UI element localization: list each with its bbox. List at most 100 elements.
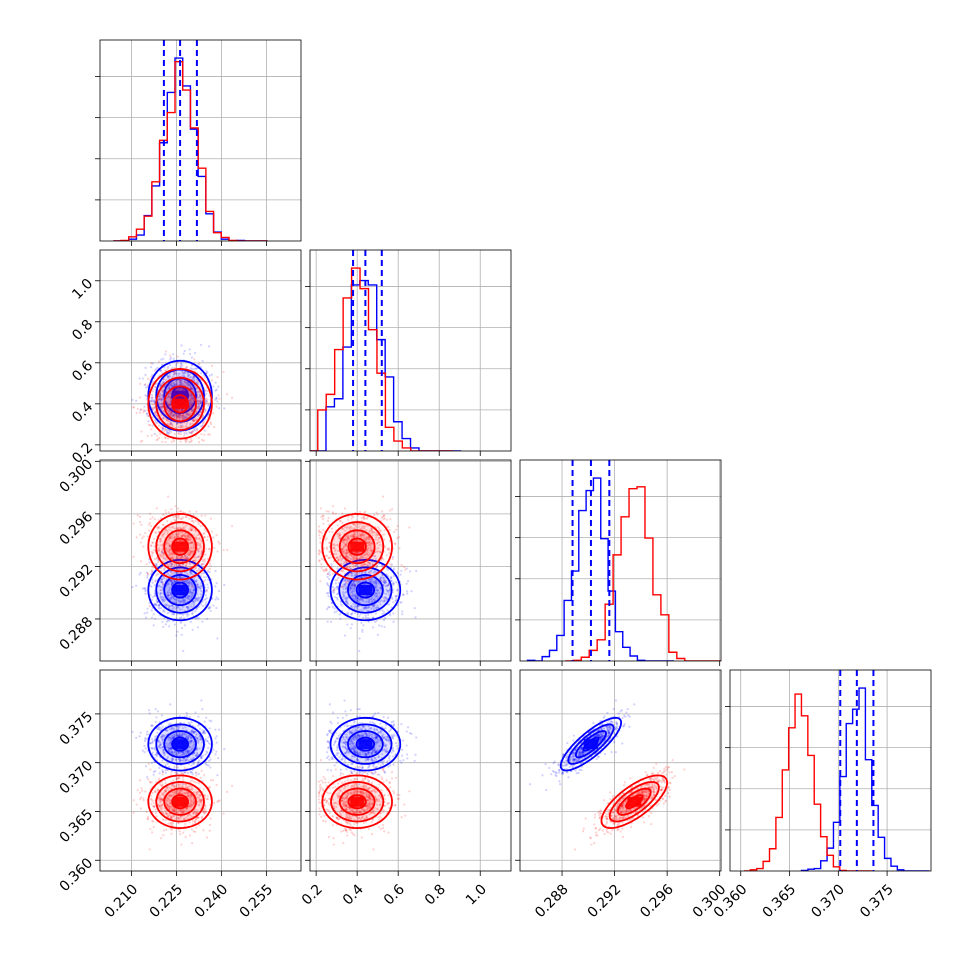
scatter-point [148, 848, 151, 851]
scatter-point [189, 550, 193, 553]
scatter-point [177, 422, 180, 425]
scatter-point [171, 375, 175, 378]
scatter-point [386, 547, 389, 550]
scatter-point [170, 580, 173, 583]
scatter-point [201, 359, 204, 363]
scatter-point [349, 584, 353, 588]
scatter-point [345, 601, 349, 604]
scatter-point [181, 608, 184, 611]
scatter-point [174, 364, 178, 367]
scatter-point [376, 550, 380, 553]
scatter-point [203, 429, 206, 432]
scatter-point [182, 527, 186, 530]
scatter-point [186, 597, 189, 600]
scatter-point [368, 542, 371, 545]
scatter-point [179, 387, 182, 390]
scatter-point [169, 401, 172, 404]
scatter-point [344, 583, 347, 586]
scatter-point [215, 596, 218, 599]
scatter-point [345, 538, 348, 541]
scatter-point [175, 634, 178, 637]
scatter-point [145, 571, 149, 574]
scatter-point [139, 533, 142, 536]
scatter-point [150, 569, 153, 572]
scatter-point [204, 797, 207, 800]
scatter-point [158, 537, 162, 541]
scatter-point [362, 583, 365, 586]
scatter-point [168, 403, 171, 407]
scatter-point [345, 597, 348, 600]
scatter-point [159, 554, 162, 557]
scatter-point [167, 550, 171, 553]
scatter-point [151, 820, 154, 823]
scatter-point [354, 572, 358, 575]
scatter-point [361, 531, 364, 534]
scatter-point [352, 594, 355, 597]
scatter-point [176, 355, 179, 358]
scatter-point [169, 403, 172, 407]
scatter-point [342, 528, 345, 531]
scatter-point [144, 366, 147, 369]
scatter-point [150, 609, 153, 612]
scatter-point [171, 821, 175, 824]
scatter-point [193, 358, 196, 361]
scatter-point [191, 550, 194, 553]
scatter-point [146, 535, 149, 538]
scatter-point [340, 548, 343, 551]
scatter-point [372, 626, 375, 629]
scatter-point [177, 600, 180, 603]
scatter-point [336, 598, 339, 601]
scatter-point [351, 558, 355, 562]
scatter-point [394, 595, 397, 598]
scatter-point [368, 540, 371, 544]
scatter-point [174, 505, 177, 508]
scatter-point [195, 583, 198, 586]
scatter-point [168, 563, 171, 566]
scatter-point [365, 536, 369, 540]
scatter-point [342, 593, 345, 597]
scatter-point [345, 555, 348, 558]
scatter-point [167, 495, 170, 498]
scatter-point [143, 405, 146, 408]
scatter-point [155, 439, 158, 442]
scatter-point [197, 440, 201, 444]
scatter-point [335, 543, 338, 547]
scatter-point [161, 440, 164, 443]
scatter-point [386, 568, 390, 571]
scatter-point [206, 538, 209, 542]
scatter-point [162, 599, 165, 602]
scatter-point [171, 809, 174, 812]
scatter-point [150, 396, 154, 399]
scatter-point [186, 537, 189, 541]
scatter-point [354, 551, 357, 555]
scatter-point [318, 549, 321, 553]
scatter-point [190, 591, 193, 594]
scatter-point [152, 406, 155, 409]
scatter-point [208, 570, 211, 574]
scatter-point [188, 538, 191, 541]
scatter-point [174, 516, 178, 519]
scatter-point [162, 596, 165, 599]
scatter-point [196, 533, 199, 537]
scatter-point [164, 436, 167, 439]
scatter-point [353, 587, 356, 590]
scatter-point [352, 579, 356, 583]
scatter-point [189, 352, 192, 356]
scatter-point [171, 604, 174, 607]
scatter-point [161, 371, 164, 374]
scatter-point [170, 564, 173, 568]
scatter-point [156, 788, 159, 791]
scatter-point [162, 357, 165, 360]
scatter-point [178, 432, 181, 436]
scatter-point [179, 430, 182, 434]
scatter-point [350, 574, 353, 577]
scatter-point [209, 421, 212, 424]
scatter-point [167, 538, 171, 541]
scatter-point [342, 539, 345, 542]
scatter-point [385, 584, 388, 587]
scatter-point [359, 564, 363, 567]
scatter-point [342, 579, 345, 582]
scatter-point [373, 597, 376, 601]
scatter-point [388, 548, 391, 552]
scatter-point [188, 553, 191, 556]
